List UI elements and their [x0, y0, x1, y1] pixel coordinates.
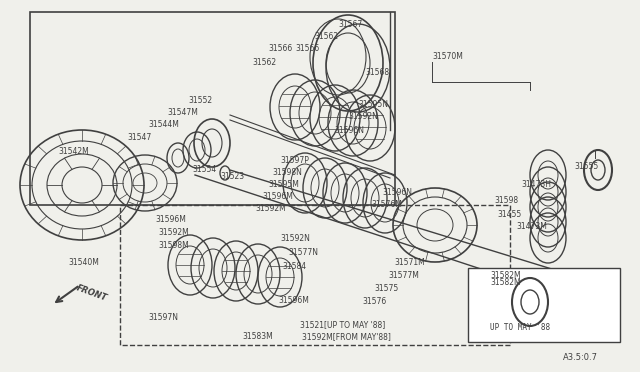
Text: 31544M: 31544M	[148, 120, 179, 129]
Text: 31554: 31554	[192, 165, 216, 174]
Bar	[30, 12, 395, 205]
Text: 31521[UP TO MAY '88]: 31521[UP TO MAY '88]	[300, 320, 385, 329]
Text: 31552: 31552	[188, 96, 212, 105]
Text: 31562: 31562	[252, 58, 276, 67]
Text: 31595M: 31595M	[268, 180, 299, 189]
Text: 31523: 31523	[220, 172, 244, 181]
Text: 31542M: 31542M	[58, 147, 89, 156]
Text: 31455: 31455	[497, 210, 521, 219]
Text: 31566: 31566	[295, 44, 319, 53]
Text: 31566: 31566	[268, 44, 292, 53]
Text: 31568: 31568	[365, 68, 389, 77]
Text: 31473M: 31473M	[516, 222, 547, 231]
Text: 31547: 31547	[127, 133, 151, 142]
Bar	[120, 205, 510, 345]
Text: A3.5:0.7: A3.5:0.7	[563, 353, 598, 362]
Text: 31576M: 31576M	[371, 200, 402, 209]
Text: 31598M: 31598M	[158, 241, 189, 250]
Text: 31571M: 31571M	[394, 258, 425, 267]
Bar	[468, 268, 620, 342]
Text: 31595N: 31595N	[358, 100, 388, 109]
Text: 31597P: 31597P	[280, 156, 309, 165]
Text: 31592M: 31592M	[158, 228, 189, 237]
Text: 31592M: 31592M	[255, 204, 285, 213]
Text: 31596M: 31596M	[155, 215, 186, 224]
Text: 31577N: 31577N	[288, 248, 318, 257]
Text: 31596M: 31596M	[262, 192, 293, 201]
Text: 31584: 31584	[282, 262, 306, 271]
Text: 31555: 31555	[574, 162, 598, 171]
Text: 31562: 31562	[314, 32, 338, 41]
Text: 31577M: 31577M	[388, 271, 419, 280]
Text: 31598N: 31598N	[272, 168, 302, 177]
Text: 31473H: 31473H	[521, 180, 551, 189]
Text: 31596N: 31596N	[382, 188, 412, 197]
Text: 31596M: 31596M	[278, 296, 309, 305]
Text: UP TO MAY '88: UP TO MAY '88	[490, 323, 550, 332]
Text: 31547M: 31547M	[167, 108, 198, 117]
Text: 31567: 31567	[338, 20, 362, 29]
Text: 31576: 31576	[362, 297, 387, 306]
Text: 31592M[FROM MAY'88]: 31592M[FROM MAY'88]	[302, 332, 391, 341]
Text: 31583M: 31583M	[242, 332, 273, 341]
Text: 31582M: 31582M	[490, 278, 520, 287]
Text: 31592N: 31592N	[280, 234, 310, 243]
Text: FRONT: FRONT	[75, 283, 108, 303]
Text: 31582M: 31582M	[490, 271, 520, 280]
Text: 31597N: 31597N	[148, 313, 178, 322]
Text: 31575: 31575	[374, 284, 398, 293]
Text: 31592N: 31592N	[348, 112, 378, 121]
Text: 31596N: 31596N	[334, 126, 364, 135]
Text: 31540M: 31540M	[68, 258, 99, 267]
Text: 31570M: 31570M	[432, 52, 463, 61]
Text: 31598: 31598	[494, 196, 518, 205]
